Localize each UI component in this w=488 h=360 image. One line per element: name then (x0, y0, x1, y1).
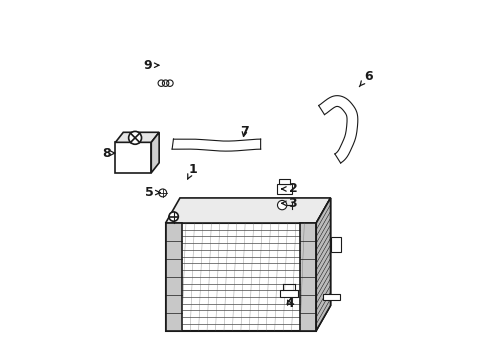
Text: 7: 7 (240, 125, 248, 138)
Circle shape (169, 212, 178, 221)
Polygon shape (151, 132, 159, 173)
Text: 8: 8 (102, 147, 115, 159)
Polygon shape (165, 198, 330, 223)
Text: 2: 2 (281, 183, 297, 195)
Circle shape (128, 131, 141, 144)
Circle shape (159, 189, 166, 197)
Polygon shape (165, 223, 182, 330)
Polygon shape (316, 198, 330, 330)
Polygon shape (280, 290, 298, 297)
Polygon shape (115, 142, 151, 173)
Polygon shape (115, 132, 159, 142)
Text: 9: 9 (143, 59, 159, 72)
Polygon shape (316, 198, 330, 330)
Polygon shape (300, 223, 316, 330)
Polygon shape (278, 179, 289, 184)
Polygon shape (165, 223, 316, 330)
Text: 5: 5 (145, 186, 160, 199)
Polygon shape (330, 237, 340, 252)
Polygon shape (323, 294, 339, 300)
Polygon shape (276, 184, 291, 194)
Text: 4: 4 (285, 297, 293, 310)
Text: 3: 3 (281, 197, 297, 210)
Text: 1: 1 (187, 163, 197, 179)
Circle shape (277, 201, 286, 210)
Text: 6: 6 (359, 69, 372, 87)
